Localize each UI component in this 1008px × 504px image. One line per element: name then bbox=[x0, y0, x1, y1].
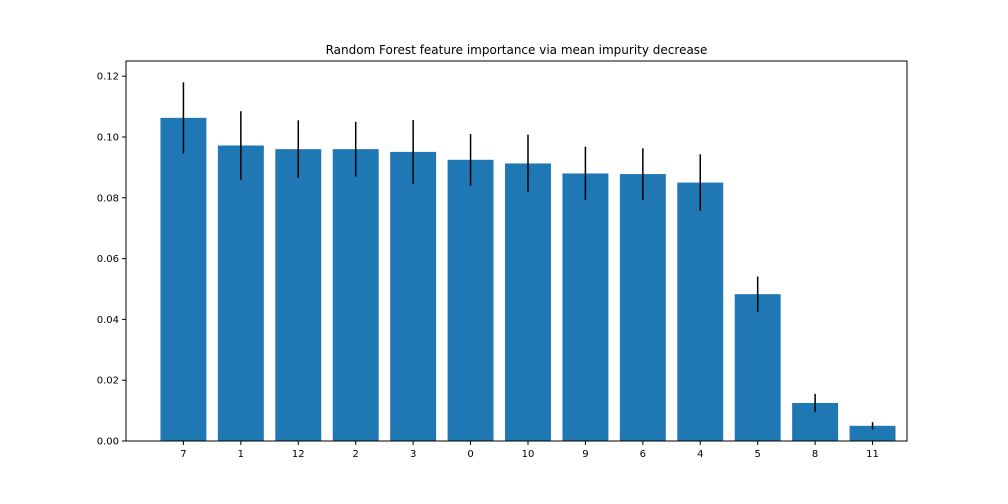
x-tick-label-1: 1 bbox=[238, 449, 244, 460]
y-tick-label-0.08: 0.08 bbox=[97, 193, 119, 204]
x-tick-label-0: 0 bbox=[467, 449, 473, 460]
x-tick-label-10: 10 bbox=[522, 449, 535, 460]
bar-feature-10 bbox=[505, 163, 551, 441]
y-axis: 0.00 0.02 0.04 0.06 0.08 0.10 0.12 bbox=[97, 72, 126, 448]
x-tick-label-5: 5 bbox=[755, 449, 761, 460]
x-tick-label-2: 2 bbox=[353, 449, 359, 460]
plot-frame bbox=[125, 60, 908, 442]
x-tick-label-3: 3 bbox=[410, 449, 416, 460]
bar-feature-7 bbox=[160, 117, 207, 441]
x-tick-label-11: 11 bbox=[866, 449, 879, 460]
x-tick-label-9: 9 bbox=[582, 449, 588, 460]
bar-feature-4 bbox=[677, 182, 724, 441]
chart-title: Random Forest feature importance via mea… bbox=[326, 43, 708, 57]
bar-feature-12 bbox=[275, 149, 322, 441]
bar-feature-3 bbox=[390, 151, 437, 441]
y-tick-label-0.10: 0.10 bbox=[97, 133, 119, 144]
y-tick-label-0.12: 0.12 bbox=[97, 72, 119, 83]
error-bars-group bbox=[182, 82, 874, 430]
x-tick-label-8: 8 bbox=[812, 449, 818, 460]
x-tick-label-12: 12 bbox=[292, 449, 305, 460]
bar-feature-5 bbox=[734, 294, 781, 441]
bar-feature-2 bbox=[332, 149, 379, 441]
y-tick-label-0.06: 0.06 bbox=[97, 254, 119, 265]
x-tick-label-6: 6 bbox=[640, 449, 646, 460]
bars-group bbox=[160, 117, 896, 442]
bar-feature-1 bbox=[217, 145, 264, 441]
bar-feature-6 bbox=[619, 174, 666, 441]
y-tick-label-0.00: 0.00 bbox=[97, 437, 119, 448]
x-tick-label-7: 7 bbox=[180, 449, 186, 460]
x-axis: 7 1 12 2 3 0 10 9 6 4 5 8 11 bbox=[180, 441, 879, 460]
y-tick-label-0.04: 0.04 bbox=[97, 315, 119, 326]
bar-feature-9 bbox=[562, 173, 609, 442]
bar-feature-11 bbox=[849, 425, 896, 441]
bar-feature-0 bbox=[447, 159, 494, 442]
x-tick-label-4: 4 bbox=[697, 449, 703, 460]
y-tick-label-0.02: 0.02 bbox=[97, 376, 119, 387]
